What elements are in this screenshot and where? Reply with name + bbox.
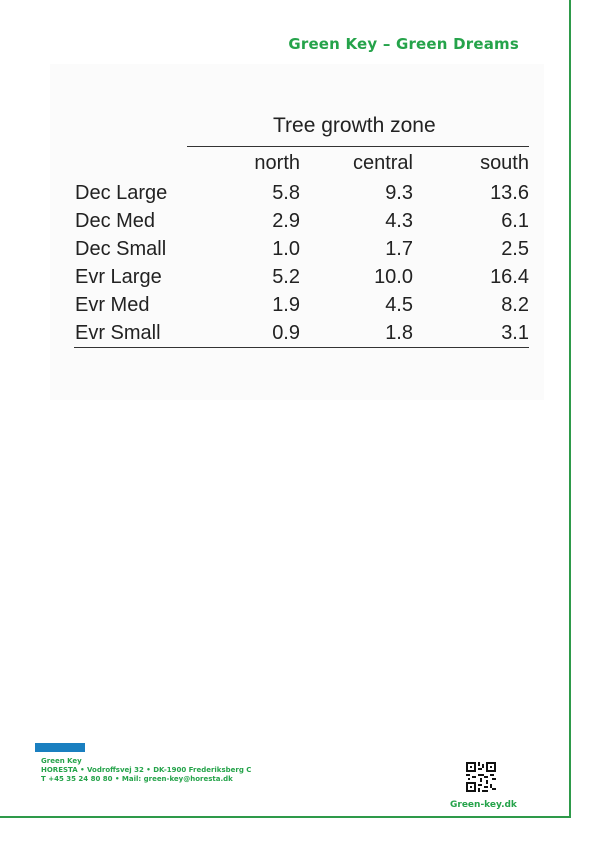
footer-org-name: Green Key: [41, 757, 82, 765]
footer-website-link[interactable]: Green-key.dk: [450, 800, 517, 810]
row-label: Evr Small: [74, 319, 187, 348]
cell-north: 5.2: [272, 266, 300, 288]
cell-north: 2.9: [272, 210, 300, 232]
row-label: Dec Med: [75, 210, 156, 232]
cell-central: 4.3: [385, 210, 413, 232]
cell-north: 1.9: [272, 294, 300, 316]
page-border-bottom: [0, 816, 571, 818]
cell-north: 5.8: [272, 182, 300, 204]
table-row: Dec Large 5.8 9.3 13.6: [74, 179, 529, 207]
table-row: Dec Med 2.9 4.3 6.1: [74, 207, 529, 235]
row-label: Dec Large: [75, 182, 168, 204]
cell-central: 4.5: [385, 294, 413, 316]
row-label: Evr Large: [75, 266, 162, 288]
row-label: Dec Small: [75, 238, 167, 260]
cell-central: 1.8: [300, 319, 413, 348]
table-row: Evr Small 0.9 1.8 3.1: [74, 319, 529, 348]
cell-south: 6.1: [501, 210, 529, 232]
row-label: Evr Med: [75, 294, 150, 316]
table-caption: Tree growth zone: [273, 114, 436, 137]
column-header-north: north: [187, 146, 300, 179]
column-header-central: central: [300, 146, 413, 179]
table-header-row: north central south: [74, 146, 529, 180]
cell-south: 13.6: [490, 182, 529, 204]
cell-south: 16.4: [490, 266, 529, 288]
cell-central: 9.3: [385, 182, 413, 204]
table-row: Evr Med 1.9 4.5 8.2: [74, 291, 529, 319]
footer-accent-bar: [35, 743, 85, 752]
page-border-right: [569, 0, 571, 818]
cell-central: 10.0: [374, 266, 413, 288]
cell-central: 1.7: [385, 238, 413, 260]
page-title: Green Key – Green Dreams: [288, 35, 519, 53]
qr-code-icon: [466, 762, 496, 792]
cell-north: 1.0: [272, 238, 300, 260]
footer-contact: T +45 35 24 80 80 • Mail: green-key@hore…: [41, 775, 233, 783]
cell-south: 8.2: [501, 294, 529, 316]
column-header-south: south: [413, 146, 529, 179]
cell-south: 2.5: [501, 238, 529, 260]
footer-contact-block: Green Key HORESTA • Vodroffsvej 32 • DK-…: [41, 757, 251, 784]
footer-address: HORESTA • Vodroffsvej 32 • DK-1900 Frede…: [41, 766, 252, 774]
cell-north: 0.9: [187, 319, 300, 348]
cell-south: 3.1: [413, 319, 529, 348]
table-row: Dec Small 1.0 1.7 2.5: [74, 235, 529, 263]
header-corner: [74, 147, 187, 180]
table-row: Evr Large 5.2 10.0 16.4: [74, 263, 529, 291]
growth-table: Tree growth zone north central south Dec…: [74, 110, 529, 348]
